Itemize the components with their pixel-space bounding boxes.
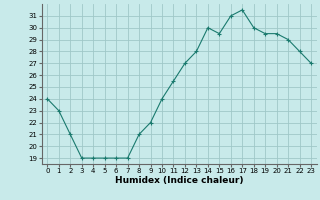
X-axis label: Humidex (Indice chaleur): Humidex (Indice chaleur) (115, 176, 244, 185)
